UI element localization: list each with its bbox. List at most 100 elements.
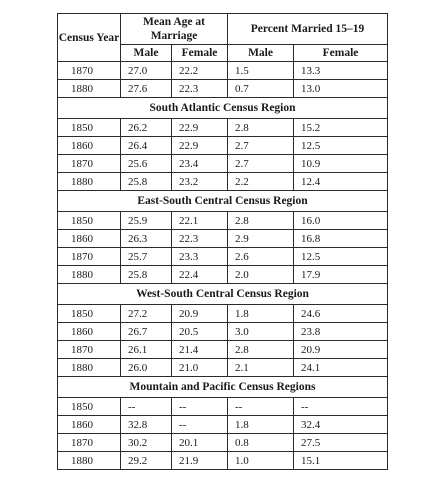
percent-female-cell: 15.2 (293, 118, 389, 137)
table-row: 1850 27.2 20.9 1.8 24.6 (57, 304, 389, 323)
mean-age-female-cell: 21.4 (170, 340, 229, 359)
mean-age-female-cell: 23.3 (170, 247, 229, 266)
mean-age-male-cell: 26.2 (120, 118, 172, 137)
percent-male-cell: 3.0 (227, 322, 295, 341)
region-title: Mountain and Pacific Census Regions (56, 376, 389, 398)
region-header-row: South Atlantic Census Region (56, 97, 389, 119)
percent-male-cell: 1.0 (227, 451, 295, 470)
year-cell: 1850 (57, 397, 121, 416)
table-row: 1870 26.1 21.4 2.8 20.9 (57, 340, 389, 359)
table-body: 1870 27.0 22.2 1.5 13.3 1880 27.6 22.3 0.7 13.0 So… (56, 61, 389, 470)
year-cell: 1850 (57, 211, 121, 230)
percent-female-cell: 16.8 (293, 229, 389, 248)
region-title: West-South Central Census Region (56, 283, 389, 305)
mean-age-male-cell: 27.0 (120, 61, 172, 80)
percent-female-cell: 12.5 (293, 247, 389, 266)
region-header-row: East-South Central Census Region (56, 190, 389, 212)
table-row: 1860 32.8 -- 1.8 32.4 (57, 415, 389, 434)
census-marriage-table: Census Year Mean Age at Marriage Percent… (56, 13, 389, 470)
percent-female-cell: 16.0 (293, 211, 389, 230)
percent-married-header: Percent Married 15–19 (227, 13, 389, 45)
mean-age-female-cell: 23.2 (170, 172, 229, 191)
percent-male-cell: 2.8 (227, 118, 295, 137)
percent-male-cell: 1.8 (227, 304, 295, 323)
table-row: 1880 27.6 22.3 0.7 13.0 (57, 79, 389, 98)
census-year-header: Census Year (57, 13, 121, 62)
mean-age-male-header: Male (120, 44, 172, 62)
mean-age-male-cell: 26.7 (120, 322, 172, 341)
year-cell: 1870 (57, 247, 121, 266)
table-row: 1880 25.8 22.4 2.0 17.9 (57, 265, 389, 284)
percent-male-cell: 2.6 (227, 247, 295, 266)
table-row: 1880 29.2 21.9 1.0 15.1 (57, 451, 389, 470)
table-row: 1850 25.9 22.1 2.8 16.0 (57, 211, 389, 230)
percent-female-cell: 17.9 (293, 265, 389, 284)
mean-age-male-cell: 32.8 (120, 415, 172, 434)
mean-age-female-cell: 22.9 (170, 118, 229, 137)
table-row: 1870 30.2 20.1 0.8 27.5 (57, 433, 389, 452)
mean-age-male-cell: 25.9 (120, 211, 172, 230)
year-cell: 1860 (57, 229, 121, 248)
mean-age-female-cell: 22.9 (170, 136, 229, 155)
percent-female-cell: 13.3 (293, 61, 389, 80)
table-row: 1870 25.6 23.4 2.7 10.9 (57, 154, 389, 173)
year-cell: 1870 (57, 61, 121, 80)
percent-female-cell: 20.9 (293, 340, 389, 359)
percent-female-cell: 24.1 (293, 358, 389, 377)
percent-female-cell: 24.6 (293, 304, 389, 323)
percent-male-cell: 2.2 (227, 172, 295, 191)
percent-male-cell: 2.7 (227, 136, 295, 155)
percent-male-cell: 2.0 (227, 265, 295, 284)
percent-female-cell: 23.8 (293, 322, 389, 341)
percent-male-cell: 2.9 (227, 229, 295, 248)
header-row-1: Census Year Mean Age at Marriage Percent… (57, 13, 389, 62)
mean-age-male-cell: 26.0 (120, 358, 172, 377)
mean-age-female-cell: 23.4 (170, 154, 229, 173)
year-cell: 1850 (57, 304, 121, 323)
percent-female-cell: 32.4 (293, 415, 389, 434)
year-cell: 1860 (57, 322, 121, 341)
census-table-container: Census Year Mean Age at Marriage Percent… (56, 13, 389, 470)
percent-male-cell: 2.1 (227, 358, 295, 377)
mean-age-header: Mean Age at Marriage (119, 13, 229, 45)
percent-female-cell: 12.4 (293, 172, 389, 191)
mean-age-male-cell: 25.8 (120, 265, 172, 284)
mean-age-female-cell: 22.3 (170, 79, 229, 98)
region-title: South Atlantic Census Region (56, 97, 389, 119)
percent-female-cell: 27.5 (293, 433, 389, 452)
year-cell: 1860 (57, 415, 121, 434)
table-row: 1880 25.8 23.2 2.2 12.4 (57, 172, 389, 191)
percent-female-header: Female (293, 44, 389, 62)
mean-age-female-cell: 21.0 (170, 358, 229, 377)
year-cell: 1880 (57, 265, 121, 284)
percent-male-cell: 0.7 (227, 79, 295, 98)
table-row: 1870 27.0 22.2 1.5 13.3 (57, 61, 389, 80)
table-row: 1860 26.4 22.9 2.7 12.5 (57, 136, 389, 155)
mean-age-female-cell: 20.1 (170, 433, 229, 452)
percent-male-cell: 0.8 (227, 433, 295, 452)
percent-male-cell: 2.8 (227, 211, 295, 230)
mean-age-male-cell: 25.8 (120, 172, 172, 191)
mean-age-female-cell: 20.9 (170, 304, 229, 323)
mean-age-female-cell: 22.1 (170, 211, 229, 230)
table-row: 1850 -- -- -- -- (57, 397, 389, 416)
table-row: 1860 26.3 22.3 2.9 16.8 (57, 229, 389, 248)
year-cell: 1870 (57, 154, 121, 173)
percent-female-cell: 10.9 (293, 154, 389, 173)
mean-age-female-cell: 22.3 (170, 229, 229, 248)
mean-age-male-cell: 25.7 (120, 247, 172, 266)
mean-age-female-cell: 22.4 (170, 265, 229, 284)
percent-female-cell: 15.1 (293, 451, 389, 470)
region-header-row: West-South Central Census Region (56, 283, 389, 305)
percent-female-cell: -- (293, 397, 389, 416)
table-row: 1860 26.7 20.5 3.0 23.8 (57, 322, 389, 341)
year-cell: 1880 (57, 172, 121, 191)
percent-male-cell: 1.5 (227, 61, 295, 80)
mean-age-female-cell: 21.9 (170, 451, 229, 470)
mean-age-male-cell: 30.2 (120, 433, 172, 452)
year-cell: 1850 (57, 118, 121, 137)
table-row: 1850 26.2 22.9 2.8 15.2 (57, 118, 389, 137)
year-cell: 1880 (57, 79, 121, 98)
mean-age-female-header: Female (170, 44, 229, 62)
percent-female-cell: 13.0 (293, 79, 389, 98)
